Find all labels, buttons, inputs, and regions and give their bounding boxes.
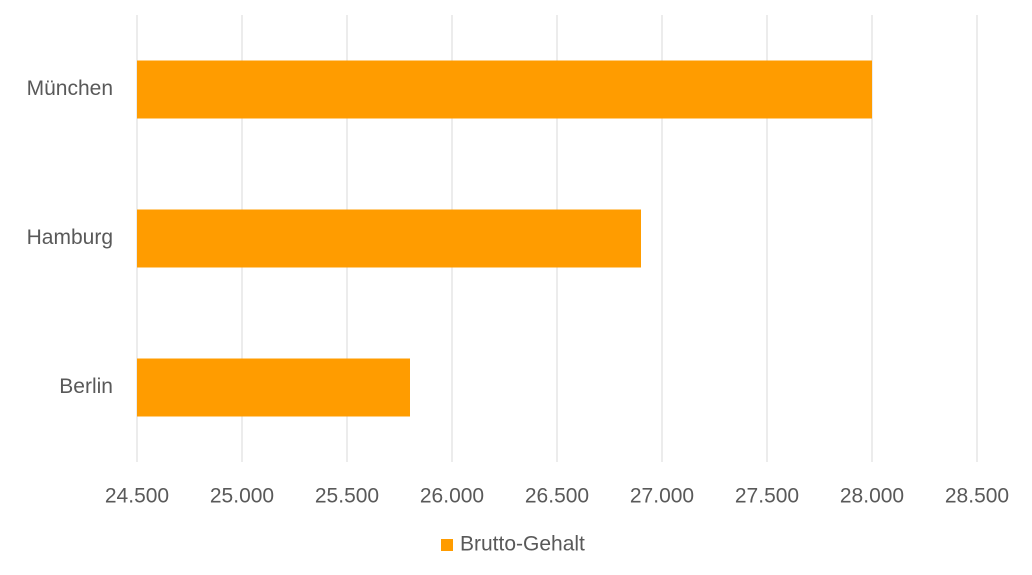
bar: [137, 209, 641, 268]
legend-swatch: [441, 539, 453, 551]
x-tick-label: 28.000: [840, 485, 904, 508]
x-tick-label: 24.500: [105, 485, 169, 508]
x-tick-label: 26.500: [525, 485, 589, 508]
x-tick-label: 25.000: [210, 485, 274, 508]
bar: [137, 358, 410, 417]
legend-label: Brutto-Gehalt: [460, 533, 585, 556]
x-tick-label: 26.000: [420, 485, 484, 508]
x-tick-label: 27.500: [735, 485, 799, 508]
y-tick-label: München: [27, 77, 113, 100]
x-tick-label: 27.000: [630, 485, 694, 508]
y-tick-label: Berlin: [59, 375, 113, 398]
x-tick-label: 25.500: [315, 485, 379, 508]
x-tick-label: 28.500: [945, 485, 1009, 508]
bar: [137, 60, 872, 119]
y-tick-label: Hamburg: [27, 226, 113, 249]
